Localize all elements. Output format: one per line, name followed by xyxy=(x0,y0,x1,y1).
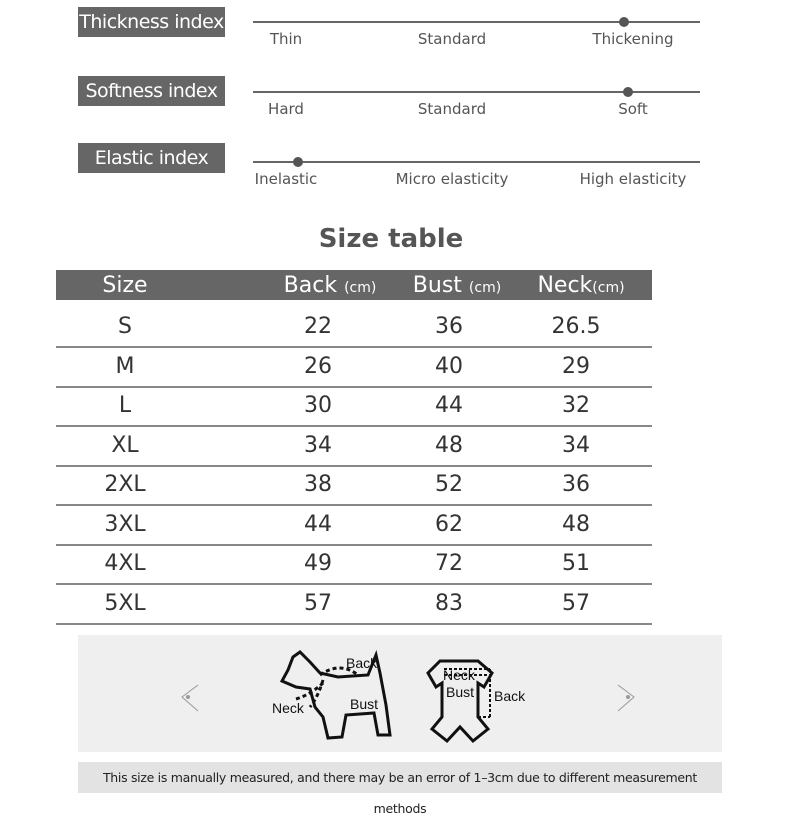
header-unit: (cm) xyxy=(592,280,625,296)
index-slider xyxy=(253,157,700,167)
header-size: Size xyxy=(102,270,147,302)
table-cell: 36 xyxy=(435,314,463,339)
garment-outline-icon xyxy=(426,659,494,744)
prev-arrow-icon[interactable] xyxy=(181,684,199,712)
garment-neck-label: Neck xyxy=(443,667,476,683)
table-cell: L xyxy=(118,393,132,418)
header-label: Neck xyxy=(537,273,593,298)
table-cell: M xyxy=(115,353,135,379)
index-label: Thickness index xyxy=(78,7,225,37)
dog-outline-icon xyxy=(279,649,392,740)
index-label: Softness index xyxy=(78,76,225,106)
table-row: L 30 44 32 xyxy=(56,386,652,427)
garment-bust-label: Bust xyxy=(446,684,474,700)
table-row: S 22 36 26.5 xyxy=(56,307,652,348)
dog-neck-label: Neck xyxy=(272,700,305,716)
table-cell: 40 xyxy=(435,353,463,379)
garment-back-label: Back xyxy=(494,688,526,704)
table-row: 5XL 57 83 57 xyxy=(56,584,652,625)
index-tick-label: Standard xyxy=(417,100,487,118)
index-tick-label: Soft xyxy=(618,100,648,118)
table-cell: 48 xyxy=(435,432,463,458)
header-unit: (cm) xyxy=(468,280,502,296)
index-label: Elastic index xyxy=(78,143,225,173)
header-unit: (cm) xyxy=(344,280,377,296)
table-cell: 38 xyxy=(304,472,332,497)
table-cell: 83 xyxy=(435,590,463,616)
index-slider xyxy=(253,17,700,27)
table-cell: 57 xyxy=(562,590,590,616)
table-row: 3XL 44 62 48 xyxy=(56,505,652,546)
table-cell: 29 xyxy=(562,353,590,379)
table-row: XL 34 48 34 xyxy=(56,426,652,467)
table-cell: 4XL xyxy=(104,551,146,576)
header-label: Back xyxy=(283,273,338,298)
table-row: M 26 40 29 xyxy=(56,347,652,388)
table-cell: 52 xyxy=(435,472,463,497)
index-tick-label: High elasticity xyxy=(579,170,687,188)
index-level-marker xyxy=(623,87,634,97)
header-neck: Neck(cm) xyxy=(537,270,624,304)
measurement-note: This size is manually measured, and ther… xyxy=(78,762,722,816)
table-cell: 62 xyxy=(435,511,463,537)
diagram-svg: Back Neck Bust Neck Bust Back xyxy=(181,649,635,744)
table-cell: 32 xyxy=(562,393,590,418)
header-label: Size xyxy=(102,273,148,298)
measurement-diagram: Back Neck Bust Neck Bust Back xyxy=(78,635,722,752)
table-cell: 34 xyxy=(304,432,332,458)
index-tick-label: Inelastic xyxy=(254,170,318,188)
header-label: Bust xyxy=(412,273,462,298)
table-cell: 51 xyxy=(562,551,590,576)
table-cell: 34 xyxy=(562,432,590,458)
table-cell: 57 xyxy=(304,590,332,616)
table-cell: S xyxy=(118,314,132,339)
header-bust: Bust (cm) xyxy=(413,270,501,304)
index-level-marker xyxy=(292,157,303,167)
table-cell: 44 xyxy=(304,511,332,537)
index-tick-label: Hard xyxy=(268,100,304,118)
index-tick-label: Micro elasticity xyxy=(395,170,509,188)
table-cell: 44 xyxy=(435,393,463,418)
dog-bust-label: Bust xyxy=(350,696,378,712)
table-cell: 48 xyxy=(562,511,590,537)
index-slider xyxy=(253,87,700,97)
table-row: 4XL 49 72 51 xyxy=(56,544,652,585)
header-back: Back (cm) xyxy=(284,270,377,304)
table-cell: 2XL xyxy=(104,472,146,497)
table-cell: 49 xyxy=(304,551,332,576)
index-level-marker xyxy=(619,17,629,27)
table-cell: 22 xyxy=(304,314,332,339)
table-cell: 36 xyxy=(562,472,590,497)
size-table-title: Size table xyxy=(318,224,464,254)
table-cell: 3XL xyxy=(104,511,146,537)
table-cell: 26.5 xyxy=(551,314,601,339)
table-cell: 26 xyxy=(304,353,332,379)
table-cell: 72 xyxy=(435,551,463,576)
table-cell: XL xyxy=(111,432,139,458)
dog-back-label: Back xyxy=(346,655,378,671)
table-cell: 5XL xyxy=(104,590,146,616)
index-tick-label: Thin xyxy=(269,30,303,48)
index-tick-label: Standard xyxy=(417,30,487,48)
size-table-header: Size Back (cm) Bust (cm) Neck(cm) xyxy=(56,270,652,300)
index-tick-label: Thickening xyxy=(592,30,674,48)
table-cell: 30 xyxy=(304,393,332,418)
table-row: 2XL 38 52 36 xyxy=(56,465,652,506)
next-arrow-icon[interactable] xyxy=(617,684,635,712)
